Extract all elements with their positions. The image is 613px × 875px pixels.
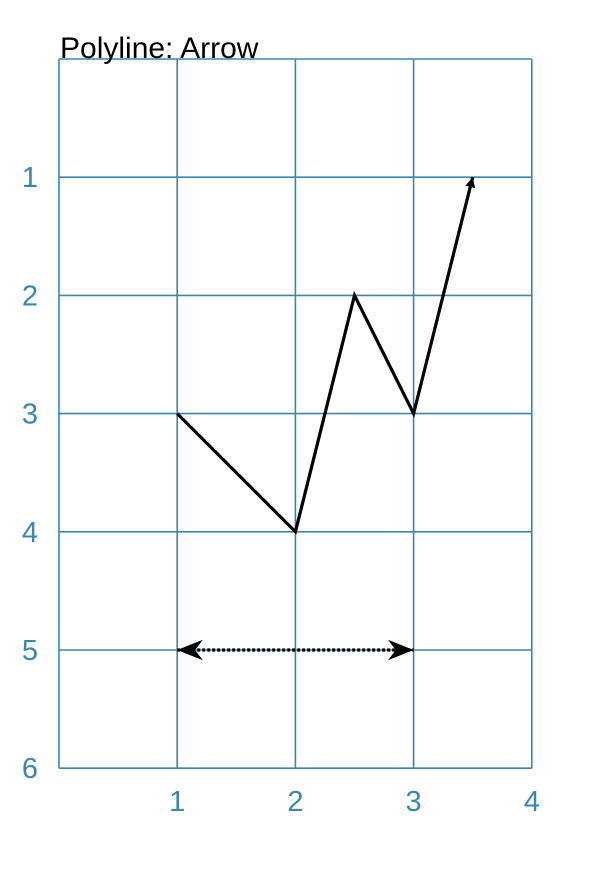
y-tick-label-4: 4 — [22, 517, 38, 549]
y-tick-label-2: 2 — [22, 280, 38, 312]
arrow-polyline — [176, 176, 476, 535]
y-tick-label-5: 5 — [22, 635, 38, 667]
axis-tick-labels: 1 2 3 4 1 2 3 4 5 6 — [22, 162, 540, 818]
x-tick-label-2: 2 — [287, 786, 303, 818]
y-tick-label-1: 1 — [22, 162, 38, 194]
shapes — [176, 176, 476, 661]
y-tick-label-6: 6 — [22, 753, 38, 785]
diagram-title: Polyline: Arrow — [60, 32, 259, 65]
x-tick-label-3: 3 — [406, 786, 422, 818]
grid — [58, 58, 533, 770]
x-tick-label-4: 4 — [524, 786, 540, 818]
y-tick-label-3: 3 — [22, 399, 38, 431]
x-tick-label-1: 1 — [169, 786, 185, 818]
